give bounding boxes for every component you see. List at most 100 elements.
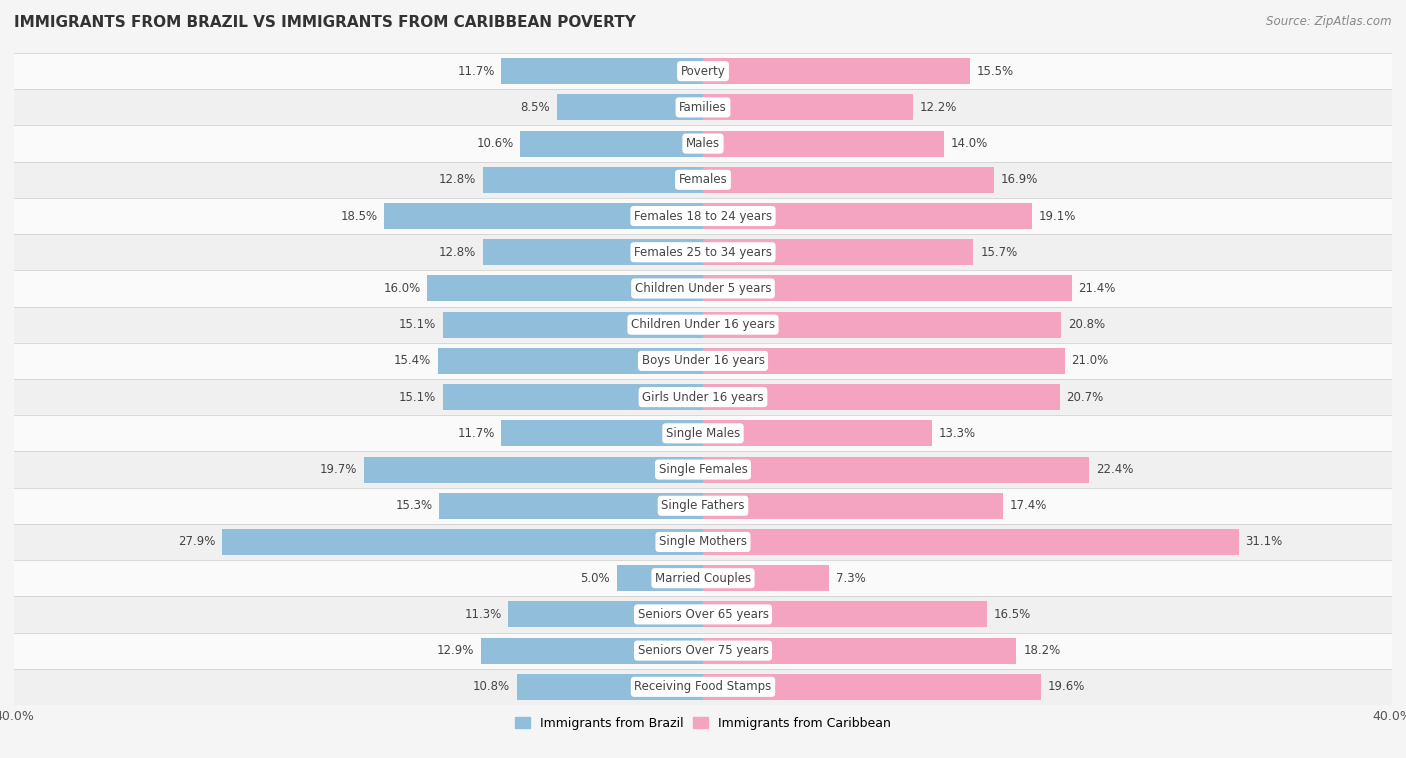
Text: Source: ZipAtlas.com: Source: ZipAtlas.com — [1267, 15, 1392, 28]
Text: 12.8%: 12.8% — [439, 174, 475, 186]
Bar — [14, 632, 1392, 669]
Text: 12.8%: 12.8% — [439, 246, 475, 258]
Bar — [14, 524, 1392, 560]
Text: 11.7%: 11.7% — [457, 64, 495, 77]
Text: 22.4%: 22.4% — [1095, 463, 1133, 476]
Text: 16.9%: 16.9% — [1001, 174, 1039, 186]
Text: 19.6%: 19.6% — [1047, 681, 1085, 694]
Text: 16.0%: 16.0% — [384, 282, 420, 295]
Text: Children Under 5 years: Children Under 5 years — [634, 282, 772, 295]
Bar — [14, 379, 1392, 415]
Bar — [703, 240, 973, 265]
Bar — [482, 167, 703, 193]
Text: Poverty: Poverty — [681, 64, 725, 77]
Bar — [14, 53, 1392, 89]
Bar — [443, 312, 703, 338]
Bar — [14, 89, 1392, 126]
Bar — [364, 456, 703, 483]
Text: 12.9%: 12.9% — [436, 644, 474, 657]
Text: 11.3%: 11.3% — [464, 608, 502, 621]
Bar — [502, 420, 703, 446]
Text: 13.3%: 13.3% — [939, 427, 976, 440]
Bar — [14, 161, 1392, 198]
Bar — [14, 560, 1392, 597]
Bar — [703, 637, 1017, 664]
Text: Children Under 16 years: Children Under 16 years — [631, 318, 775, 331]
Bar — [703, 348, 1064, 374]
Text: Seniors Over 65 years: Seniors Over 65 years — [637, 608, 769, 621]
Bar — [557, 94, 703, 121]
Text: 15.3%: 15.3% — [395, 500, 433, 512]
Text: 21.0%: 21.0% — [1071, 355, 1109, 368]
Bar — [14, 669, 1392, 705]
Bar — [703, 130, 945, 157]
Text: 10.8%: 10.8% — [472, 681, 510, 694]
Text: Receiving Food Stamps: Receiving Food Stamps — [634, 681, 772, 694]
Text: Males: Males — [686, 137, 720, 150]
Bar — [703, 456, 1088, 483]
Text: Females 25 to 34 years: Females 25 to 34 years — [634, 246, 772, 258]
Bar — [520, 130, 703, 157]
Text: 15.1%: 15.1% — [399, 390, 436, 403]
Bar — [703, 94, 912, 121]
Bar — [14, 234, 1392, 271]
Text: 19.1%: 19.1% — [1039, 209, 1076, 223]
Bar — [703, 674, 1040, 700]
Text: 18.2%: 18.2% — [1024, 644, 1060, 657]
Bar — [14, 452, 1392, 487]
Bar — [703, 275, 1071, 302]
Text: Girls Under 16 years: Girls Under 16 years — [643, 390, 763, 403]
Text: 12.2%: 12.2% — [920, 101, 957, 114]
Bar — [703, 565, 828, 591]
Bar — [14, 415, 1392, 452]
Bar — [481, 637, 703, 664]
Text: 8.5%: 8.5% — [520, 101, 550, 114]
Bar — [517, 674, 703, 700]
Legend: Immigrants from Brazil, Immigrants from Caribbean: Immigrants from Brazil, Immigrants from … — [510, 712, 896, 735]
Bar — [617, 565, 703, 591]
Text: 21.4%: 21.4% — [1078, 282, 1116, 295]
Bar — [703, 312, 1062, 338]
Text: 10.6%: 10.6% — [477, 137, 513, 150]
Bar — [14, 271, 1392, 306]
Text: Females: Females — [679, 174, 727, 186]
Bar — [482, 240, 703, 265]
Text: 14.0%: 14.0% — [950, 137, 988, 150]
Text: Single Males: Single Males — [666, 427, 740, 440]
Text: 27.9%: 27.9% — [179, 535, 215, 549]
Bar — [14, 198, 1392, 234]
Bar — [703, 529, 1239, 555]
Bar — [14, 343, 1392, 379]
Bar — [14, 487, 1392, 524]
Bar — [703, 58, 970, 84]
Text: Seniors Over 75 years: Seniors Over 75 years — [637, 644, 769, 657]
Bar — [222, 529, 703, 555]
Text: 17.4%: 17.4% — [1010, 500, 1047, 512]
Text: Boys Under 16 years: Boys Under 16 years — [641, 355, 765, 368]
Text: 5.0%: 5.0% — [581, 572, 610, 584]
Bar — [14, 597, 1392, 632]
Bar — [14, 306, 1392, 343]
Text: 7.3%: 7.3% — [835, 572, 865, 584]
Text: 15.4%: 15.4% — [394, 355, 430, 368]
Text: IMMIGRANTS FROM BRAZIL VS IMMIGRANTS FROM CARIBBEAN POVERTY: IMMIGRANTS FROM BRAZIL VS IMMIGRANTS FRO… — [14, 15, 636, 30]
Text: Single Females: Single Females — [658, 463, 748, 476]
Bar — [384, 203, 703, 229]
Text: 15.5%: 15.5% — [977, 64, 1014, 77]
Text: 18.5%: 18.5% — [340, 209, 377, 223]
Text: 20.7%: 20.7% — [1066, 390, 1104, 403]
Bar — [440, 493, 703, 518]
Text: 20.8%: 20.8% — [1069, 318, 1105, 331]
Bar — [437, 348, 703, 374]
Bar — [502, 58, 703, 84]
Bar — [703, 420, 932, 446]
Bar — [703, 203, 1032, 229]
Text: Families: Families — [679, 101, 727, 114]
Bar — [509, 601, 703, 628]
Bar — [14, 126, 1392, 161]
Text: Females 18 to 24 years: Females 18 to 24 years — [634, 209, 772, 223]
Bar — [703, 601, 987, 628]
Text: 31.1%: 31.1% — [1246, 535, 1282, 549]
Bar — [703, 384, 1060, 410]
Text: Single Fathers: Single Fathers — [661, 500, 745, 512]
